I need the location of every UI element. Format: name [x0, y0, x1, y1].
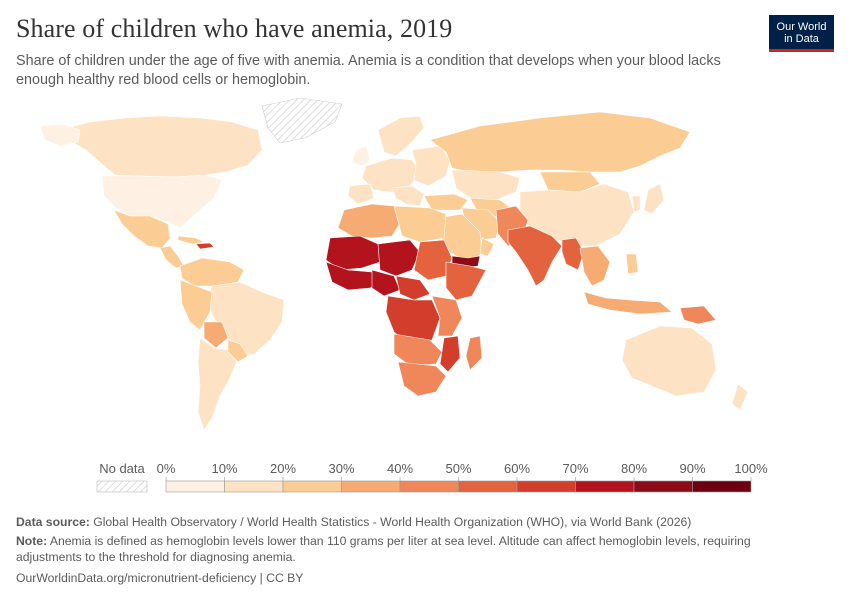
region-uk-ireland[interactable] [351, 145, 371, 167]
region-uruguay-paraguay[interactable] [227, 339, 249, 363]
region-colombia-venezuela[interactable] [179, 257, 245, 287]
region-egypt-libya[interactable] [393, 205, 447, 243]
region-philippines[interactable] [625, 253, 639, 275]
legend-no-data-label: No data [99, 461, 145, 476]
logo-line-1: Our World [776, 21, 827, 33]
region-congo-basin[interactable] [385, 295, 441, 347]
color-legend: No data 0% 10% 20% 30% 40% 50% 60% 70% 80% 90% 100… [96, 461, 768, 493]
legend-tick-label: 30% [328, 461, 354, 476]
region-central-america[interactable] [159, 245, 185, 269]
region-kazakhstan[interactable] [451, 169, 521, 201]
region-ethiopia-somalia[interactable] [445, 261, 487, 301]
note-label: Note: [16, 534, 48, 548]
note: Note: Anemia is defined as hemoglobin le… [16, 533, 816, 565]
region-italy-balkans[interactable] [391, 185, 425, 207]
legend-bin[interactable] [516, 480, 576, 493]
chart-title: Share of children who have anemia, 2019 [16, 14, 453, 43]
region-new-zealand[interactable] [731, 383, 749, 411]
legend-bin[interactable] [224, 480, 284, 493]
region-mexico[interactable] [113, 209, 171, 249]
region-east-africa[interactable] [431, 295, 463, 337]
legend-tick-label: 40% [387, 461, 413, 476]
region-oman[interactable] [479, 237, 495, 257]
region-scandinavia[interactable] [377, 115, 425, 157]
legend-tick-label: 80% [621, 461, 647, 476]
legend-bin[interactable] [282, 480, 342, 493]
region-mozambique[interactable] [439, 335, 461, 373]
region-japan[interactable] [643, 183, 665, 215]
legend-bin[interactable] [692, 480, 752, 493]
legend-tick-label: 60% [504, 461, 530, 476]
region-india[interactable] [507, 225, 563, 287]
region-north-africa-west[interactable] [337, 203, 403, 239]
owid-logo[interactable]: Our World in Data [769, 15, 834, 52]
legend-tick-label: 100% [734, 461, 768, 476]
region-papua-new-guinea[interactable] [679, 305, 717, 325]
region-southern-africa[interactable] [397, 361, 447, 397]
region-bangladesh-myanmar[interactable] [561, 237, 585, 271]
region-indonesia[interactable] [583, 291, 673, 315]
region-iberia[interactable] [347, 183, 375, 205]
region-niger-chad[interactable] [377, 239, 421, 277]
legend-bin[interactable] [633, 480, 693, 493]
region-nigeria[interactable] [371, 269, 401, 297]
region-angola-zambia[interactable] [393, 333, 443, 367]
region-indochina[interactable] [579, 245, 611, 287]
region-peru-ecuador[interactable] [179, 279, 213, 331]
region-australia[interactable] [621, 325, 717, 397]
legend-bin[interactable] [575, 480, 635, 493]
legend-tick-label: 0% [157, 461, 176, 476]
region-usa[interactable] [101, 174, 223, 229]
region-canada[interactable] [59, 115, 263, 178]
legend-bin[interactable] [458, 480, 518, 493]
region-cuba[interactable] [177, 235, 205, 245]
legend-bin[interactable] [165, 480, 225, 493]
region-haiti[interactable] [195, 242, 215, 250]
legend-tick-label: 50% [445, 461, 471, 476]
world-map [39, 97, 749, 431]
data-source: Data source: Global Health Observatory /… [16, 514, 691, 530]
region-turkey[interactable] [423, 193, 469, 211]
region-korea[interactable] [631, 195, 641, 213]
legend-bin[interactable] [399, 480, 459, 493]
logo-line-2: in Data [784, 33, 819, 45]
chart-subtitle: Share of children under the age of five … [16, 53, 721, 88]
region-eastern-europe[interactable] [411, 145, 451, 187]
source-text: Global Health Observatory / World Health… [93, 515, 692, 529]
region-central-african[interactable] [395, 275, 431, 301]
region-greenland[interactable] [261, 97, 343, 144]
legend-tick-label: 20% [270, 461, 296, 476]
region-alaska[interactable] [39, 123, 81, 147]
note-text: Anemia is defined as hemoglobin levels l… [16, 534, 751, 564]
legend-bin[interactable] [341, 480, 401, 493]
region-argentina-chile[interactable] [197, 337, 239, 431]
region-mauritania-mali[interactable] [325, 235, 381, 271]
legend-bins [165, 480, 752, 493]
legend-ticks: 0% 10% 20% 30% 40% 50% 60% 70% 80% 90% 100% [157, 461, 768, 481]
legend-tick-label: 90% [679, 461, 705, 476]
source-url[interactable]: OurWorldinData.org/micronutrient-deficie… [16, 571, 304, 585]
legend-tick-label: 70% [562, 461, 588, 476]
legend-no-data-swatch [96, 480, 148, 493]
legend-tick-label: 10% [211, 461, 237, 476]
region-russia[interactable] [429, 111, 691, 173]
source-label: Data source: [16, 515, 90, 529]
region-madagascar[interactable] [465, 335, 483, 371]
region-mongolia[interactable] [539, 171, 601, 193]
region-brazil[interactable] [205, 281, 285, 357]
region-bolivia[interactable] [203, 321, 229, 349]
